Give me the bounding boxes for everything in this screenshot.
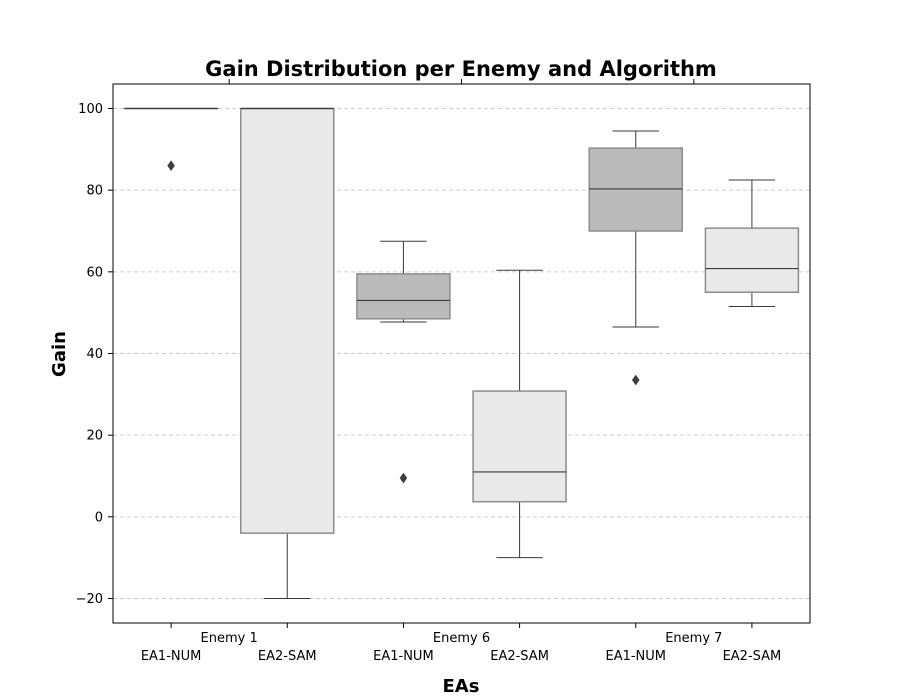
algorithm-label: EA2-SAM xyxy=(258,649,317,664)
box-layer xyxy=(123,107,800,599)
algorithm-label: EA2-SAM xyxy=(723,649,782,664)
box xyxy=(356,273,451,320)
group-label: Enemy 7 xyxy=(665,631,722,646)
outlier-point xyxy=(399,472,408,484)
grid-layer xyxy=(113,108,810,599)
y-tick-label: 0 xyxy=(95,510,103,525)
x-axis-label: EAs xyxy=(443,676,480,697)
box xyxy=(704,227,800,293)
outlier-point xyxy=(631,374,640,386)
box xyxy=(588,147,683,232)
chart-title: Gain Distribution per Enemy and Algorith… xyxy=(205,57,717,81)
y-tick-label: 80 xyxy=(86,184,103,199)
y-axis-label: Gain xyxy=(49,331,70,377)
group-label: Enemy 6 xyxy=(433,631,490,646)
algorithm-label: EA1-NUM xyxy=(605,649,666,664)
algorithm-label: EA2-SAM xyxy=(490,649,549,664)
algorithm-label: EA1-NUM xyxy=(141,649,202,664)
y-tick-label: −20 xyxy=(76,592,103,607)
box xyxy=(472,390,567,503)
algorithm-label: EA1-NUM xyxy=(373,649,434,664)
tick-layer: −20 0 20 40 60 80 100 Enemy 1 Enemy 6 Enemy 7 EA1-… xyxy=(76,79,782,664)
y-tick-label: 100 xyxy=(78,102,103,117)
y-tick-label: 60 xyxy=(86,265,103,280)
y-tick-label: 40 xyxy=(86,347,103,362)
plot-frame xyxy=(112,83,811,624)
box xyxy=(240,107,335,534)
group-label: Enemy 1 xyxy=(201,631,258,646)
outlier-point xyxy=(167,160,175,172)
y-tick-label: 20 xyxy=(86,429,103,444)
